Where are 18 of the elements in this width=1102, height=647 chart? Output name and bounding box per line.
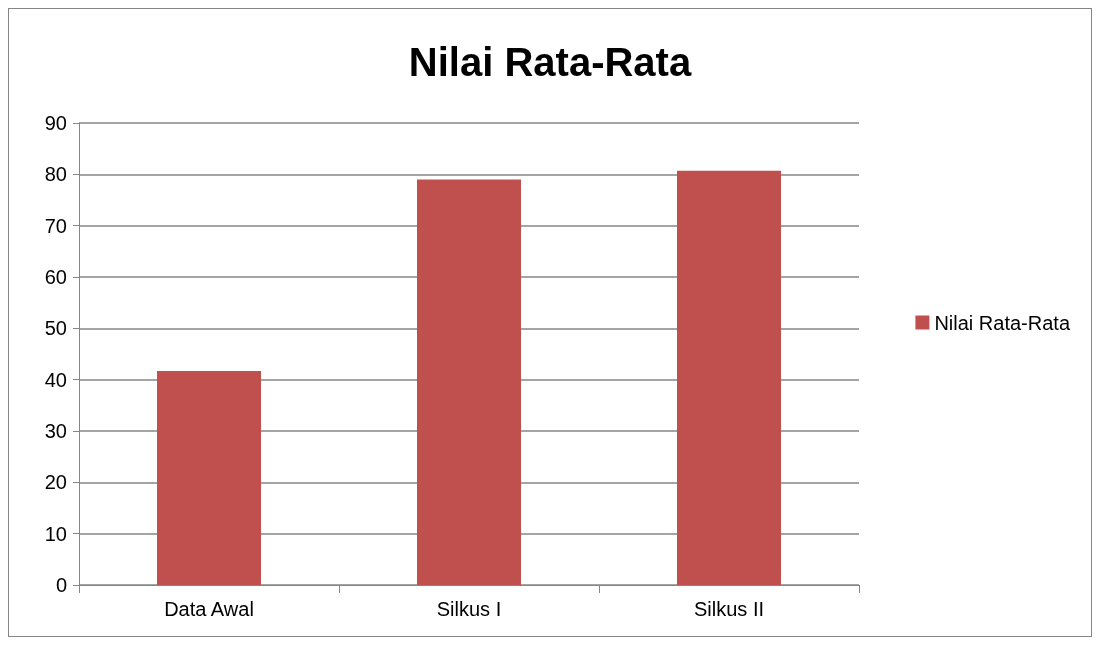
y-tick-label: 90	[44, 112, 67, 134]
y-tick-label: 70	[44, 214, 67, 237]
bar	[417, 179, 521, 585]
x-tick-label: Silkus I	[436, 598, 502, 620]
bar	[677, 170, 781, 585]
x-tick-label: Data Awal	[164, 598, 254, 620]
y-tick-label: 80	[44, 163, 67, 186]
y-tick-label: 40	[44, 368, 67, 391]
y-tick-label: 0	[55, 574, 67, 596]
legend-label: Nilai Rata-Rata	[934, 311, 1071, 334]
y-tick-label: 30	[44, 420, 67, 442]
bar	[157, 370, 261, 585]
y-tick-label: 50	[44, 317, 67, 340]
y-tick-label: 10	[44, 522, 67, 545]
y-tick-label: 20	[44, 471, 67, 494]
x-tick-label: Silkus II	[693, 598, 765, 620]
chart-title: Nilai Rata-Rata	[408, 40, 692, 84]
y-tick-label: 60	[44, 266, 67, 288]
